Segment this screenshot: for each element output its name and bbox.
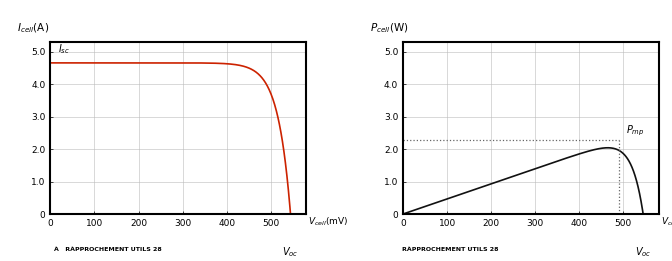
Text: $V_{oc}$: $V_{oc}$ (635, 245, 651, 259)
Text: RÀPPROCHEMENT UTILS 28: RÀPPROCHEMENT UTILS 28 (402, 247, 499, 252)
Text: $V_{cell}$(mV): $V_{cell}$(mV) (661, 216, 672, 228)
Text: À   RÀPPROCHEMENT UTILS 28: À RÀPPROCHEMENT UTILS 28 (54, 247, 161, 252)
Text: $I_{cell}$(A): $I_{cell}$(A) (17, 21, 49, 35)
Text: $P_{mp}$: $P_{mp}$ (626, 124, 644, 138)
Text: $P_{cell}$(W): $P_{cell}$(W) (370, 21, 409, 35)
Text: $V_{cell}$(mV): $V_{cell}$(mV) (308, 216, 349, 228)
Text: $I_{sc}$: $I_{sc}$ (58, 42, 70, 56)
Text: $V_{oc}$: $V_{oc}$ (282, 245, 299, 259)
